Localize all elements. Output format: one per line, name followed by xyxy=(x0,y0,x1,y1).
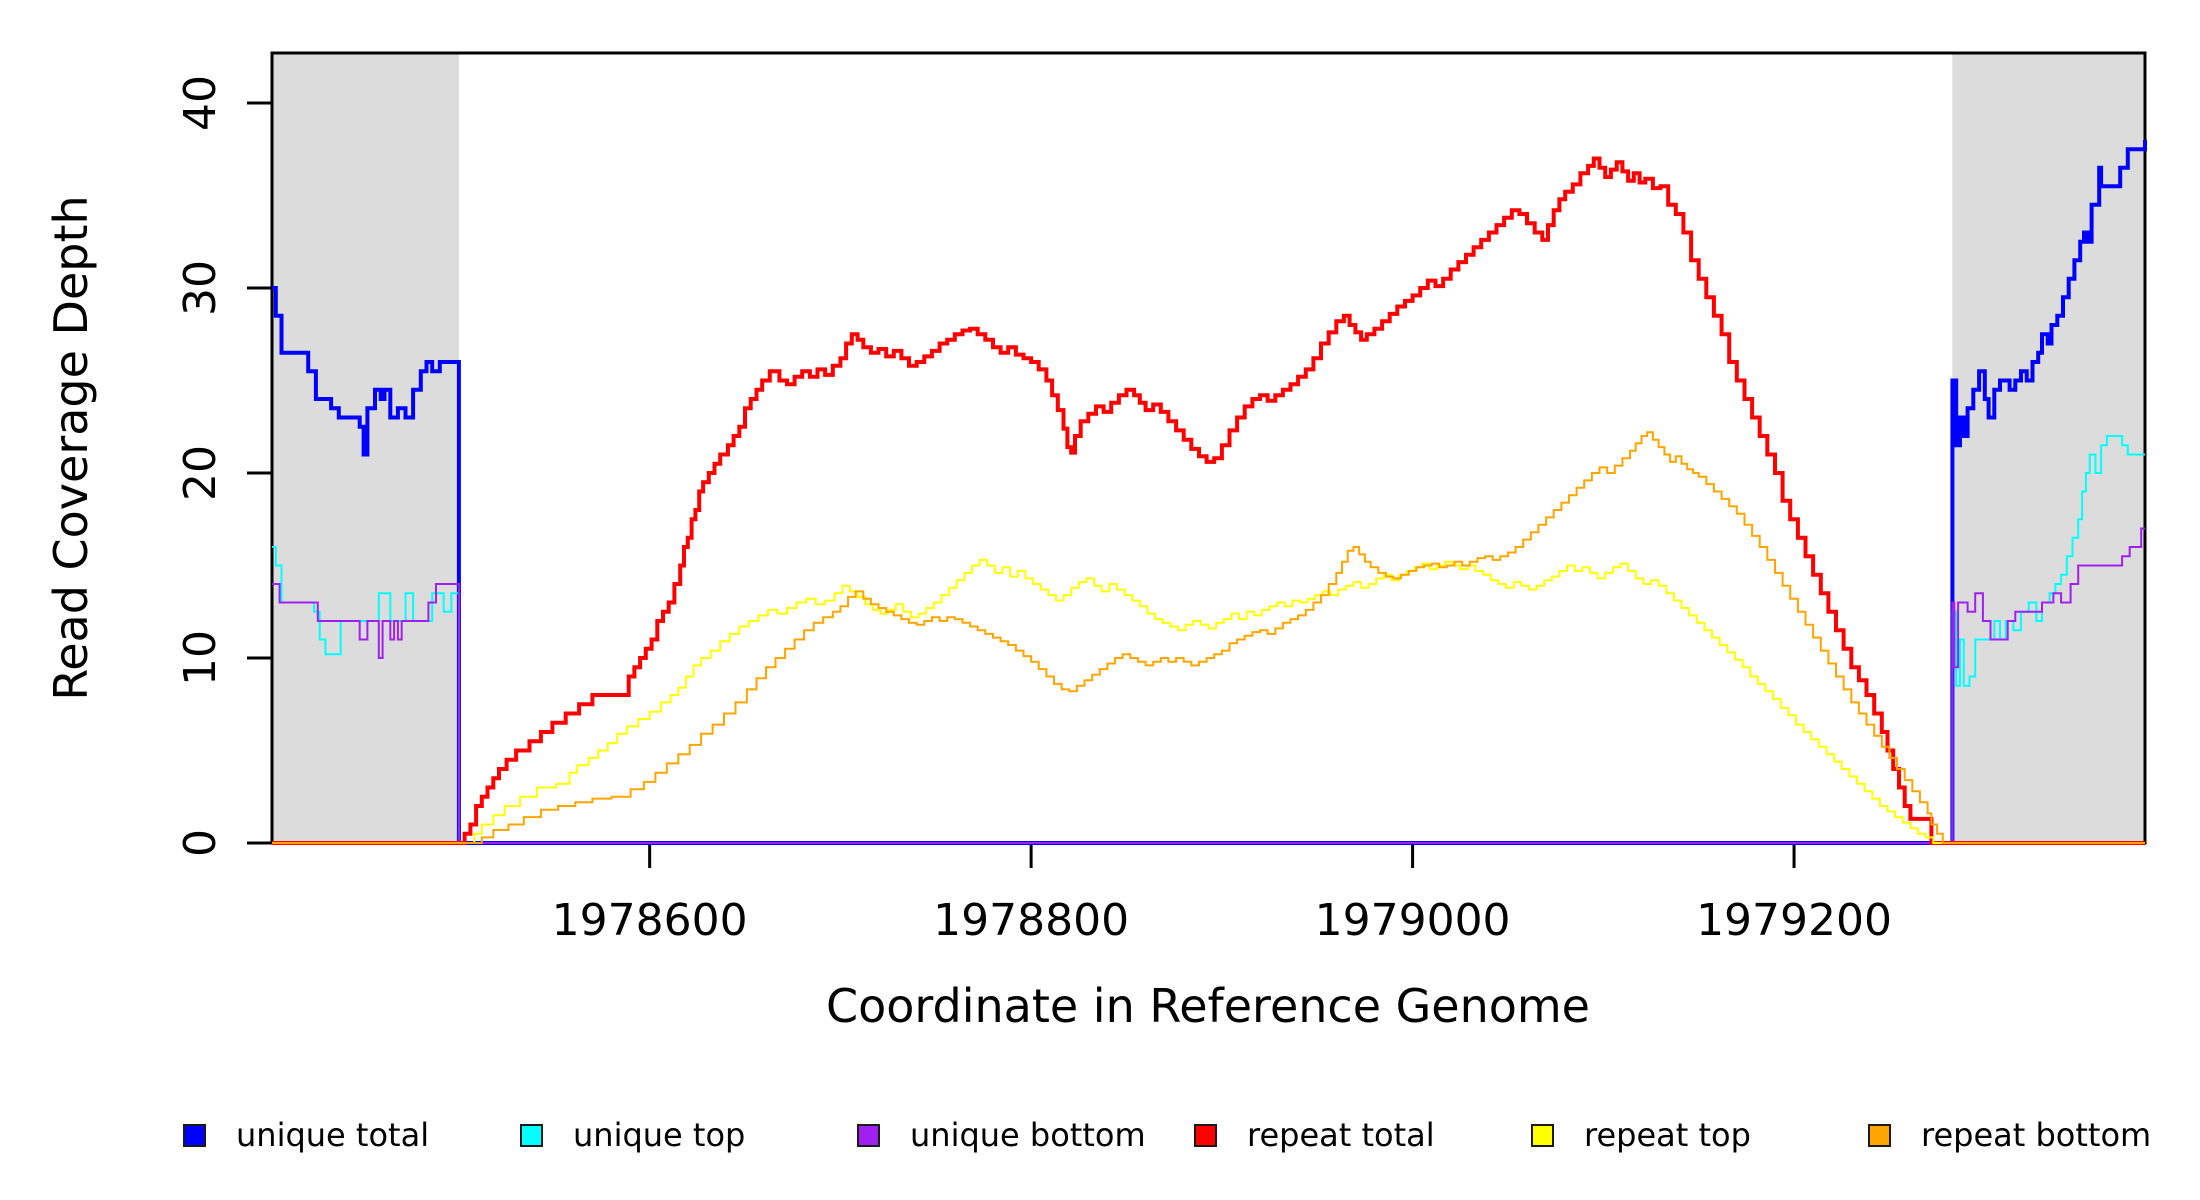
series-unique_top xyxy=(272,435,2145,844)
legend-swatch-repeat_total xyxy=(1194,1123,1217,1147)
legend-label: repeat bottom xyxy=(1921,1116,2152,1154)
legend-label: repeat top xyxy=(1584,1116,1751,1154)
y-axis-title: Read Coverage Depth xyxy=(44,195,98,700)
y-tick-label: 20 xyxy=(175,445,226,501)
x-axis-title: Coordinate in Reference Genome xyxy=(826,979,1590,1033)
y-tick-label: 10 xyxy=(175,630,226,686)
series-repeat_bottom xyxy=(272,431,2145,844)
y-tick-label: 0 xyxy=(175,829,226,857)
legend-item-repeat_total: repeat total xyxy=(1194,1116,1435,1154)
x-tick-label: 1978800 xyxy=(933,895,1129,946)
legend-item-unique_bottom: unique bottom xyxy=(857,1116,1146,1154)
x-tick-label: 1979200 xyxy=(1696,895,1892,946)
legend-swatch-repeat_top xyxy=(1531,1123,1554,1147)
legend-item-unique_total: unique total xyxy=(183,1116,430,1154)
legend-swatch-unique_bottom xyxy=(857,1123,880,1147)
y-tick-label: 40 xyxy=(175,75,226,131)
masked-region xyxy=(1952,53,2145,843)
legend-label: unique top xyxy=(573,1116,746,1154)
legend-label: unique total xyxy=(236,1116,430,1154)
x-tick-label: 1979000 xyxy=(1315,895,1511,946)
legend-swatch-unique_top xyxy=(520,1123,543,1147)
x-tick-label: 1978600 xyxy=(552,895,748,946)
legend-label: repeat total xyxy=(1247,1116,1435,1154)
legend-swatch-repeat_bottom xyxy=(1868,1123,1891,1147)
y-tick-label: 30 xyxy=(175,260,226,316)
series-repeat_top xyxy=(272,558,2145,844)
series-unique_total xyxy=(272,140,2147,845)
series-unique_bottom xyxy=(272,527,2145,844)
legend-swatch-unique_total xyxy=(183,1123,206,1147)
legend-item-repeat_top: repeat top xyxy=(1531,1116,1751,1154)
legend-item-unique_top: unique top xyxy=(520,1116,746,1154)
legend-label: unique bottom xyxy=(910,1116,1146,1154)
series-repeat_total xyxy=(272,156,2145,845)
legend-item-repeat_bottom: repeat bottom xyxy=(1868,1116,2152,1154)
